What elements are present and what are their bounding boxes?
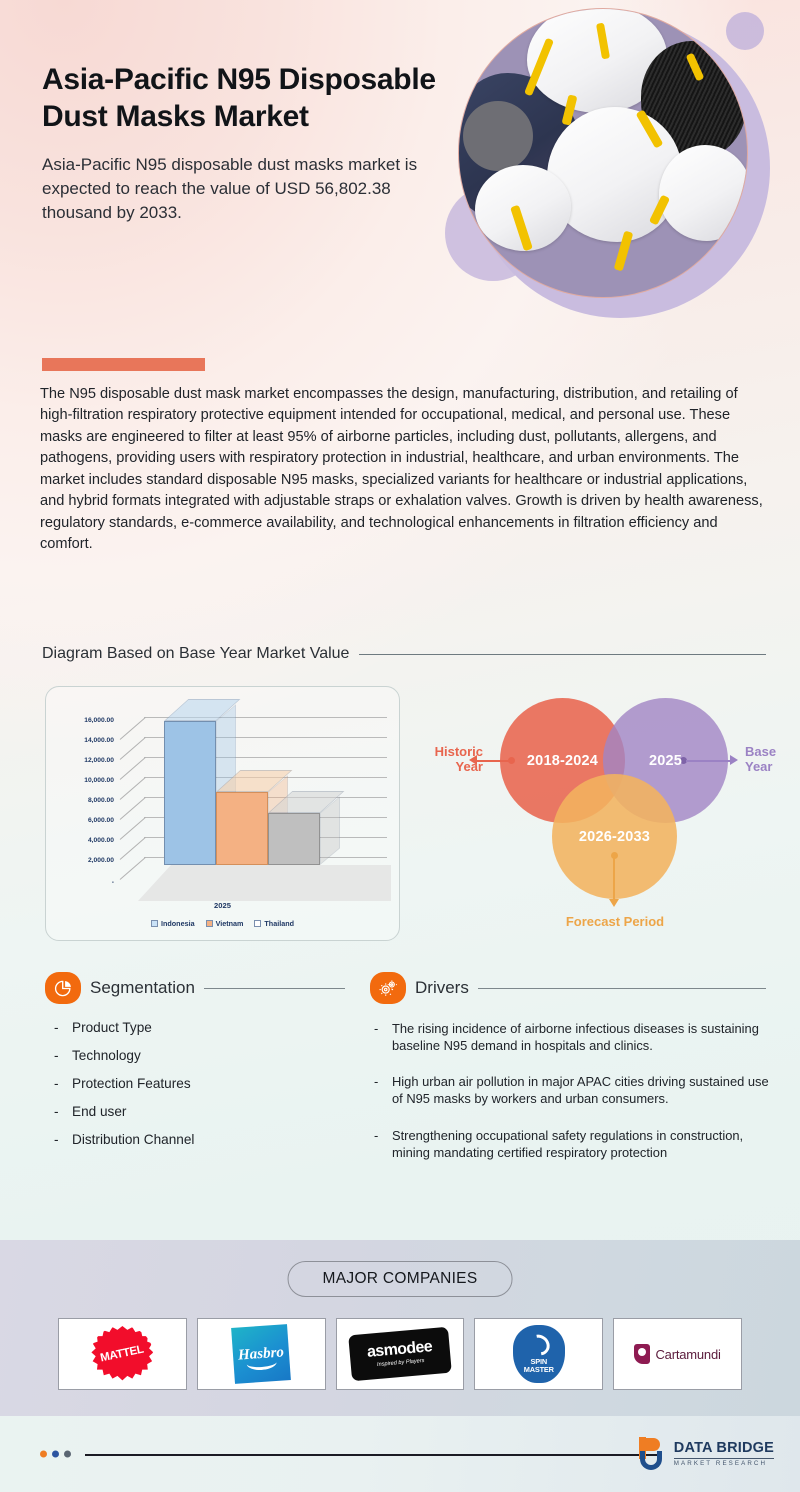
segmentation-title: Segmentation: [90, 978, 195, 997]
venn-value-historic: 2018-2024: [526, 752, 599, 769]
page-footer: DATA BRIDGE MARKET RESEARCH: [0, 1416, 800, 1492]
company-logo-spin-master: SPIN MASTER: [474, 1318, 604, 1390]
venn-arrowhead-forecast: [609, 899, 619, 907]
bar-thailand: [268, 791, 345, 865]
hero-artwork: [440, 0, 800, 340]
company-logo-cartamundi: Cartamundi: [613, 1318, 742, 1390]
diagram-heading-label: Diagram Based on Base Year Market Value: [42, 645, 350, 662]
segmentation-rule: [203, 987, 345, 989]
page-title: Asia-Pacific N95 Disposable Dust Masks M…: [42, 63, 436, 133]
chart-floor: [138, 865, 391, 901]
y-tick: 8,000.00: [87, 797, 114, 804]
venn-label-base: Base Year: [745, 744, 777, 775]
chart-x-category: 2025: [214, 901, 231, 910]
legend-item-vietnam: Vietnam: [205, 919, 244, 928]
footer-dots: [40, 1450, 71, 1458]
hero-photo: [458, 8, 748, 298]
hero-text-block: Asia-Pacific N95 Disposable Dust Masks M…: [42, 62, 442, 226]
drivers-rule: [477, 987, 766, 989]
list-item: Technology: [50, 1048, 350, 1076]
bar-vietnam: [216, 770, 293, 865]
venn-arrow-forecast: [613, 858, 615, 900]
legend-item-thailand: Thailand: [254, 919, 294, 928]
legend-item-indonesia: Indonesia: [151, 919, 195, 928]
venn-arrowhead-base: [730, 755, 738, 765]
company-logo-text: Cartamundi: [655, 1346, 721, 1362]
drivers-list: The rising incidence of airborne infecti…: [368, 1020, 778, 1180]
decorative-circle-topright: [726, 12, 764, 50]
y-tick: 14,000.00: [84, 737, 114, 744]
hero-subtitle: Asia-Pacific N95 disposable dust masks m…: [42, 155, 418, 223]
pie-chart-icon: [45, 972, 81, 1004]
y-tick: -: [111, 879, 114, 886]
list-item: Protection Features: [50, 1076, 350, 1104]
company-logo-mattel: MATTEL: [58, 1318, 187, 1390]
market-overview-paragraph: The N95 disposable dust mask market enco…: [40, 386, 763, 553]
chart-plot-area: [116, 699, 391, 909]
list-item: Distribution Channel: [50, 1132, 350, 1160]
footer-rule: [85, 1454, 660, 1456]
chart-legend: Indonesia Vietnam Thailand: [46, 919, 399, 928]
company-logo-hasbro: Hasbro: [196, 1318, 326, 1390]
legend-label: Thailand: [264, 919, 294, 928]
venn-value-base: 2025: [648, 752, 683, 769]
major-companies-title: MAJOR COMPANIES: [287, 1261, 513, 1297]
footer-brand-name: DATA BRIDGE: [673, 1440, 774, 1457]
y-tick: 10,000.00: [84, 777, 114, 784]
segmentation-list: Product Type Technology Protection Featu…: [50, 1020, 350, 1160]
hero-section: Asia-Pacific N95 Disposable Dust Masks M…: [0, 0, 800, 340]
y-tick: 2,000.00: [87, 857, 114, 864]
venn-dot-forecast: [611, 852, 618, 859]
company-logo-tagline: Inspired by Players: [376, 1357, 425, 1369]
venn-label-historic: Historic Year: [434, 744, 483, 775]
list-item: Strengthening occupational safety regula…: [368, 1127, 778, 1180]
data-bridge-logo: DATA BRIDGE MARKET RESEARCH: [637, 1437, 774, 1471]
diagram-heading: Diagram Based on Base Year Market Value: [42, 645, 766, 663]
list-item: End user: [50, 1104, 350, 1132]
y-tick: 12,000.00: [84, 757, 114, 764]
company-logo-row: MATTEL Hasbro asmodee Inspired by Player…: [58, 1318, 742, 1390]
bar-indonesia: [164, 699, 241, 865]
market-value-chart: 16,000.00 14,000.00 12,000.00 10,000.00 …: [45, 686, 400, 941]
list-item: The rising incidence of airborne infecti…: [368, 1020, 778, 1073]
timeline-venn-diagram: 2018-2024 2025 2026-2033 Historic Year B…: [405, 686, 795, 946]
company-logo-asmodee: asmodee Inspired by Players: [335, 1318, 465, 1390]
venn-arrowhead-historic: [469, 755, 477, 765]
footer-brand-tagline: MARKET RESEARCH: [673, 1457, 774, 1467]
major-companies-section: MAJOR COMPANIES MATTEL Hasbro asmodee In…: [0, 1240, 800, 1416]
venn-value-forecast: 2026-2033: [578, 828, 651, 845]
y-tick: 16,000.00: [84, 717, 114, 724]
list-item: Product Type: [50, 1020, 350, 1048]
legend-label: Vietnam: [215, 919, 244, 928]
data-bridge-mark-icon: [637, 1437, 667, 1471]
venn-dot-base: [680, 757, 687, 764]
list-item: High urban air pollution in major APAC c…: [368, 1073, 778, 1126]
drivers-title: Drivers: [415, 978, 469, 997]
segmentation-header: Segmentation: [45, 972, 345, 1004]
legend-label: Indonesia: [161, 919, 195, 928]
gears-icon: [370, 972, 406, 1004]
venn-label-forecast: Forecast Period: [565, 914, 665, 929]
venn-dot-historic: [508, 757, 515, 764]
drivers-header: Drivers: [370, 972, 766, 1004]
y-tick: 4,000.00: [87, 837, 114, 844]
company-logo-text: SPIN MASTER: [523, 1356, 554, 1374]
venn-arrow-base: [686, 760, 730, 762]
y-tick: 6,000.00: [87, 817, 114, 824]
venn-arrow-historic: [475, 760, 511, 762]
accent-divider-bar: [42, 358, 205, 371]
diagram-heading-rule: [359, 653, 766, 655]
